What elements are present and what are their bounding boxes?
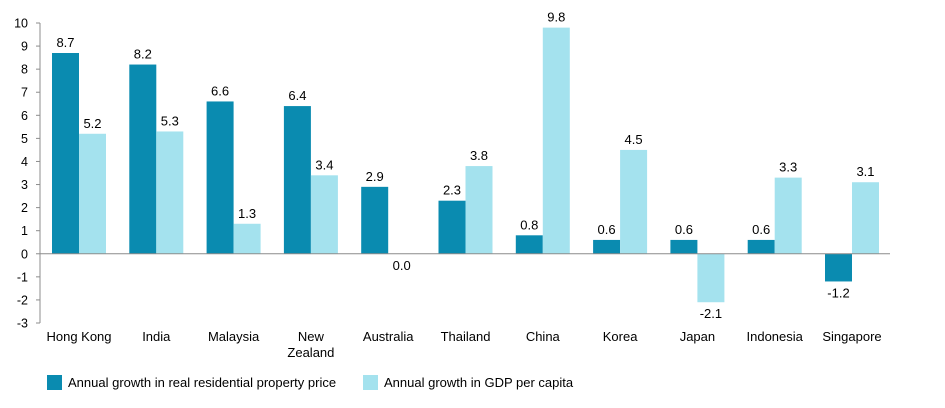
legend-swatch-gdp-per-capita	[363, 375, 378, 390]
legend-item-gdp-per-capita: Annual growth in GDP per capita	[363, 375, 573, 390]
x-tick-label: Hong Kong	[46, 329, 111, 344]
data-label: 9.8	[547, 10, 565, 25]
data-label: 3.8	[470, 148, 488, 163]
data-label: 1.3	[238, 206, 256, 221]
y-tick-label: -1	[17, 270, 28, 284]
legend: Annual growth in real residential proper…	[0, 372, 945, 398]
y-tick-label: 8	[21, 63, 28, 77]
bar	[515, 235, 543, 254]
y-tick-label: 3	[21, 178, 28, 192]
bar	[283, 106, 311, 254]
data-label: 0.6	[752, 222, 770, 237]
data-label: 4.5	[625, 132, 643, 147]
x-tick-label: Japan	[680, 329, 715, 344]
bar	[670, 239, 698, 254]
y-tick-label: 0	[21, 247, 28, 261]
data-label: 0.6	[675, 222, 693, 237]
legend-item-property-price: Annual growth in real residential proper…	[47, 375, 336, 390]
legend-swatch-property-price	[47, 375, 62, 390]
y-tick-label: 5	[21, 132, 28, 146]
y-tick-label: 4	[21, 155, 28, 169]
bar	[542, 27, 570, 254]
x-tick-label: Korea	[603, 329, 638, 344]
data-label: 5.3	[161, 113, 179, 128]
data-label: -2.1	[700, 306, 722, 321]
data-label: 2.3	[443, 183, 461, 198]
data-label: 3.3	[779, 160, 797, 175]
bar	[52, 53, 79, 254]
y-tick-label: -3	[17, 317, 28, 331]
legend-label-property-price: Annual growth in real residential proper…	[68, 375, 337, 390]
bar	[310, 175, 338, 254]
bar	[438, 200, 466, 254]
y-tick-label: 1	[21, 224, 28, 238]
bars	[52, 27, 879, 303]
bar	[206, 101, 234, 254]
data-label: 0.0	[393, 258, 411, 273]
data-label: 0.8	[520, 217, 538, 232]
bar-chart: -3 -2 -1 0 1 2 3 4 5 6 7 8 9 10 8.7 5.2 8.2 5.3 6.6 1.3 6.4…	[14, 10, 890, 360]
data-label: 6.6	[211, 83, 229, 98]
data-labels: 8.7 5.2 8.2 5.3 6.6 1.3 6.4 3.4 2.9 0.0 2.3 3.8 0.8 9…	[56, 10, 874, 322]
bar	[465, 166, 493, 254]
y-tick-label: 7	[21, 86, 28, 100]
y-tick-label: 6	[21, 109, 28, 123]
bar	[620, 149, 648, 254]
x-tick-label: New	[298, 329, 325, 344]
data-label: 0.6	[598, 222, 616, 237]
bar	[697, 253, 725, 303]
bar	[129, 64, 157, 254]
bar	[156, 131, 184, 254]
data-label: 6.4	[288, 88, 306, 103]
data-label: 8.2	[134, 47, 152, 62]
bar	[747, 239, 775, 254]
data-label: -1.2	[827, 285, 849, 300]
y-tick-label: 2	[21, 201, 28, 215]
x-tick-label: Singapore	[822, 329, 881, 344]
x-tick-label: Malaysia	[208, 329, 260, 344]
x-tick-label: Indonesia	[747, 329, 804, 344]
x-tick-label: India	[142, 329, 171, 344]
bar	[825, 253, 852, 282]
x-tick-label: China	[526, 329, 561, 344]
data-label: 8.7	[56, 35, 74, 50]
y-tick-label: 9	[21, 40, 28, 54]
y-tick-label: 10	[14, 17, 28, 31]
bar	[233, 223, 261, 254]
x-tick-label: Australia	[363, 329, 414, 344]
data-label: 2.9	[366, 169, 384, 184]
legend-label-gdp-per-capita: Annual growth in GDP per capita	[384, 375, 574, 390]
y-tick-label: -2	[17, 293, 28, 307]
bar	[774, 177, 802, 254]
bar	[593, 239, 621, 254]
data-label: 3.1	[856, 164, 874, 179]
bar	[79, 133, 106, 254]
x-tick-label: Thailand	[441, 329, 491, 344]
data-label: 5.2	[83, 116, 101, 131]
data-label: 3.4	[315, 157, 333, 172]
bar	[852, 182, 879, 254]
y-axis: -3 -2 -1 0 1 2 3 4 5 6 7 8 9 10	[14, 17, 41, 331]
x-tick-label: Zealand	[287, 345, 334, 360]
bar	[361, 186, 389, 254]
